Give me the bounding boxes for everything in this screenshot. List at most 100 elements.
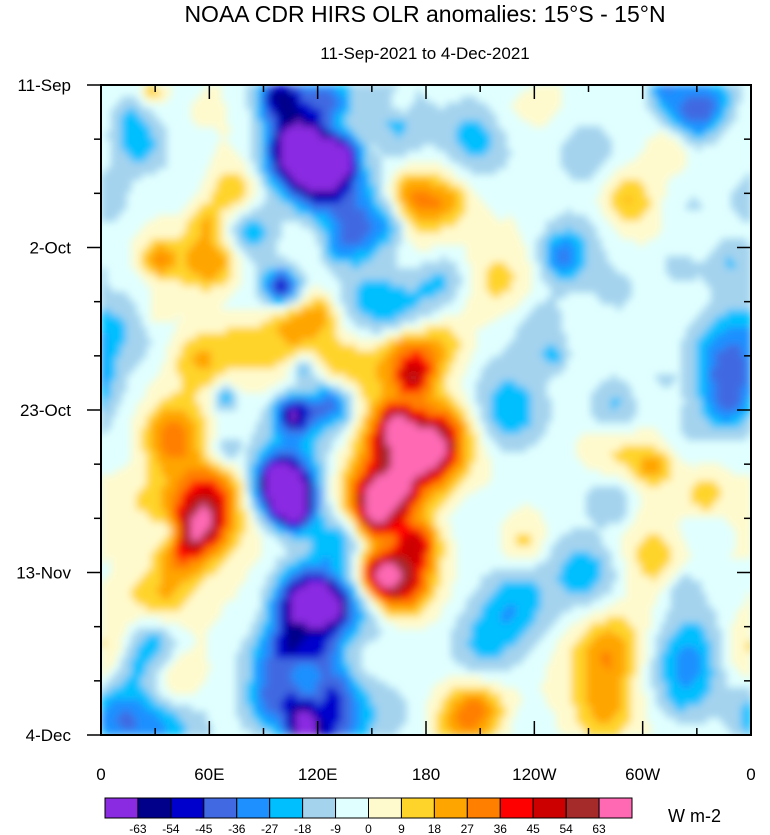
anomaly-cell xyxy=(386,138,392,145)
anomaly-cell xyxy=(221,244,227,252)
anomaly-cell xyxy=(416,90,422,98)
anomaly-cell xyxy=(376,256,382,263)
anomaly-cell xyxy=(286,132,292,139)
anomaly-cell xyxy=(331,268,337,275)
anomaly-cell xyxy=(601,380,607,387)
anomaly-cell xyxy=(446,215,452,222)
anomaly-cell xyxy=(311,427,317,435)
anomaly-cell xyxy=(561,232,567,240)
anomaly-cell xyxy=(686,102,692,110)
anomaly-cell xyxy=(156,238,162,246)
anomaly-cell xyxy=(431,280,437,287)
anomaly-cell xyxy=(506,410,512,417)
anomaly-cell xyxy=(381,150,387,157)
anomaly-cell xyxy=(451,120,457,127)
anomaly-cell xyxy=(436,126,442,133)
anomaly-cell xyxy=(221,368,227,376)
anomaly-cell xyxy=(336,392,342,399)
anomaly-cell xyxy=(311,167,317,175)
anomaly-cell xyxy=(516,108,522,116)
anomaly-cell xyxy=(731,291,737,299)
anomaly-cell xyxy=(291,392,297,399)
anomaly-cell xyxy=(546,268,552,275)
anomaly-cell xyxy=(246,197,252,204)
anomaly-cell xyxy=(496,150,502,157)
anomaly-cell xyxy=(436,179,442,187)
anomaly-cell xyxy=(251,327,257,334)
anomaly-cell xyxy=(601,191,607,198)
anomaly-cell xyxy=(376,280,382,287)
anomaly-cell xyxy=(146,85,152,92)
anomaly-cell xyxy=(536,315,542,322)
anomaly-cell xyxy=(641,185,647,192)
anomaly-cell xyxy=(326,226,332,234)
anomaly-cell xyxy=(276,203,282,210)
anomaly-cell xyxy=(171,226,177,234)
anomaly-cell xyxy=(711,421,717,429)
anomaly-cell xyxy=(681,85,687,92)
anomaly-cell xyxy=(376,374,382,382)
anomaly-cell xyxy=(311,291,317,299)
anomaly-cell xyxy=(316,339,322,346)
anomaly-cell xyxy=(606,268,612,275)
anomaly-cell xyxy=(321,85,327,92)
anomaly-cell xyxy=(446,327,452,334)
anomaly-cell xyxy=(236,368,242,376)
anomaly-cell xyxy=(316,108,322,116)
anomaly-cell xyxy=(326,215,332,222)
anomaly-cell xyxy=(311,144,317,151)
anomaly-cell xyxy=(696,102,702,110)
anomaly-cell xyxy=(116,185,122,192)
anomaly-cell xyxy=(266,144,272,151)
anomaly-cell xyxy=(541,362,547,370)
anomaly-cell xyxy=(336,327,342,334)
anomaly-cell xyxy=(271,427,277,435)
anomaly-cell xyxy=(501,232,507,240)
anomaly-cell xyxy=(541,398,547,405)
anomaly-cell xyxy=(741,309,747,317)
anomaly-cell xyxy=(396,427,402,435)
anomaly-cell xyxy=(501,226,507,234)
anomaly-cell xyxy=(376,197,382,204)
anomaly-cell xyxy=(106,173,112,181)
anomaly-cell xyxy=(356,410,362,417)
anomaly-cell xyxy=(426,138,432,145)
anomaly-cell xyxy=(261,285,267,293)
anomaly-cell xyxy=(286,415,292,423)
anomaly-cell xyxy=(316,197,322,204)
anomaly-cell xyxy=(661,155,667,163)
anomaly-cell xyxy=(356,173,362,181)
anomaly-cell xyxy=(571,161,577,169)
anomaly-cell xyxy=(321,220,327,228)
anomaly-cell xyxy=(656,85,662,92)
anomaly-cell xyxy=(436,203,442,210)
anomaly-cell xyxy=(741,238,747,246)
anomaly-cell xyxy=(406,350,412,358)
anomaly-cell xyxy=(376,291,382,299)
anomaly-cell xyxy=(471,226,477,234)
anomaly-cell xyxy=(446,132,452,139)
anomaly-cell xyxy=(331,262,337,269)
anomaly-cell xyxy=(396,185,402,192)
anomaly-cell xyxy=(391,356,397,364)
anomaly-cell xyxy=(206,250,212,257)
anomaly-cell xyxy=(121,102,127,110)
anomaly-cell xyxy=(641,238,647,246)
anomaly-cell xyxy=(216,321,222,328)
anomaly-cell xyxy=(426,226,432,234)
anomaly-cell xyxy=(101,392,107,399)
anomaly-cell xyxy=(131,96,137,104)
anomaly-cell xyxy=(166,309,172,317)
anomaly-cell xyxy=(226,173,232,181)
anomaly-cell xyxy=(301,161,307,169)
anomaly-cell xyxy=(296,274,302,281)
anomaly-cell xyxy=(251,238,257,246)
anomaly-cell xyxy=(746,291,751,299)
anomaly-cell xyxy=(416,232,422,240)
anomaly-cell xyxy=(421,368,427,376)
anomaly-cell xyxy=(156,132,162,139)
anomaly-cell xyxy=(176,350,182,358)
anomaly-cell xyxy=(336,108,342,116)
anomaly-cell xyxy=(276,126,282,133)
anomaly-cell xyxy=(121,368,127,376)
